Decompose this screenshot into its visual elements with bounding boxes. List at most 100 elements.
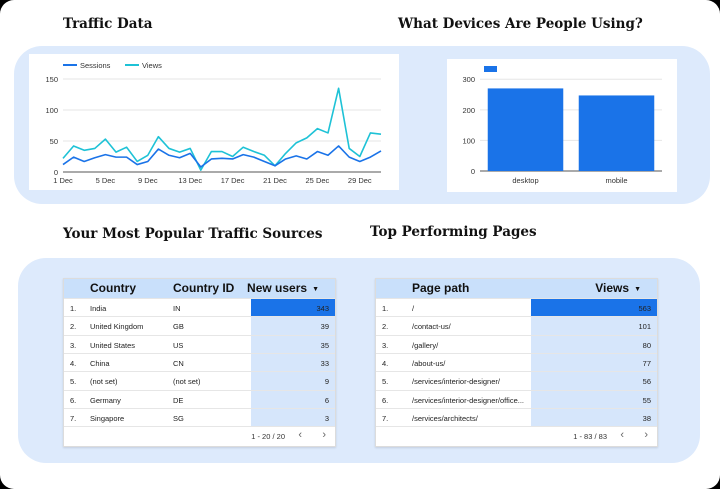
value-bar-cell	[531, 372, 657, 391]
value-cell: 343	[316, 304, 329, 313]
row-number: 2.	[70, 322, 77, 332]
table-row[interactable]: 2. United Kingdom GB 39	[64, 316, 335, 336]
y-tick-label: 100	[45, 106, 58, 115]
charts-panel: 0 50 100 150 1 Dec 5 Dec 9 Dec 13 Dec 17 Dec 21 D…	[14, 46, 710, 204]
country-id-cell: DE	[173, 395, 184, 405]
bar-mobile	[578, 95, 655, 171]
col-header-country-id[interactable]: Country ID	[173, 281, 235, 295]
country-id-cell: (not set)	[173, 377, 201, 387]
legend-label: Views	[142, 61, 162, 70]
value-bar-cell	[531, 299, 657, 317]
table-row[interactable]: 6. Germany DE 6	[64, 389, 335, 409]
value-cell: 6	[324, 395, 329, 405]
legend-swatch	[484, 66, 497, 72]
country-cell: (not set)	[90, 377, 118, 387]
col-header-new-users[interactable]: New users ▼	[247, 281, 319, 295]
bar-chart-svg: 0 100 200 300 desktop mobile	[462, 66, 662, 185]
col-header-views[interactable]: Views ▼	[595, 281, 641, 295]
chevron-left-icon[interactable]: ‹	[298, 429, 302, 441]
tables-panel: Country Country ID New users ▼ 1. India IN 3…	[18, 258, 700, 463]
table-header: Page path Views ▼	[376, 279, 657, 298]
table-row[interactable]: 4. /about-us/77	[376, 352, 657, 372]
bar-desktop	[487, 88, 564, 171]
value-bar-cell	[251, 372, 335, 391]
page-path-cell: /services/interior-designer/	[412, 377, 500, 387]
series-line-sessions	[62, 145, 382, 168]
devices-bar-chart: 0 100 200 300 desktop mobile	[447, 59, 677, 192]
table-row[interactable]: 6. /services/interior-designer/office... 5…	[376, 389, 657, 409]
page-path-cell: /about-us/	[412, 358, 446, 368]
row-number: 4.	[70, 358, 77, 368]
traffic-data-title: Traffic Data	[63, 16, 153, 32]
x-tick-label: mobile	[605, 176, 627, 185]
country-cell: India	[90, 304, 107, 313]
value-bar-cell	[531, 335, 657, 354]
pagination-range: 1 - 20 / 20	[251, 432, 285, 441]
table-row[interactable]: 5. /services/interior-designer/56	[376, 371, 657, 391]
value-cell: 35	[320, 340, 329, 350]
value-bar-cell	[251, 353, 335, 372]
x-tick-label: 9 Dec	[138, 176, 158, 185]
col-header-page-path[interactable]: Page path	[412, 281, 470, 295]
value-cell: 56	[642, 377, 651, 387]
table-row[interactable]: 2. /contact-us/101	[376, 316, 657, 336]
row-number: 7.	[70, 413, 77, 423]
country-cell: Singapore	[90, 413, 125, 423]
row-number: 3.	[70, 340, 77, 350]
y-tick-label: 150	[45, 75, 58, 84]
row-number: 3.	[382, 340, 389, 350]
table-row[interactable]: 1. / 563	[376, 298, 657, 317]
table-row[interactable]: 3. /gallery/80	[376, 334, 657, 354]
row-number: 5.	[382, 377, 389, 387]
x-tick-label: desktop	[512, 176, 538, 185]
table-row[interactable]: 3. United States US 35	[64, 334, 335, 354]
row-number: 4.	[382, 358, 389, 368]
x-tick-label: 5 Dec	[96, 176, 116, 185]
x-tick-label: 25 Dec	[306, 176, 330, 185]
value-cell: 33	[320, 358, 329, 368]
value-cell: 55	[642, 395, 651, 405]
country-cell: China	[90, 358, 110, 368]
value-cell: 39	[320, 322, 329, 332]
country-cell: Germany	[90, 395, 121, 405]
chevron-right-icon[interactable]: ›	[322, 429, 326, 441]
value-bar-cell	[531, 408, 657, 427]
country-id-cell: GB	[173, 322, 184, 332]
value-bar-cell	[531, 390, 657, 409]
chevron-left-icon[interactable]: ‹	[620, 429, 624, 441]
y-tick-label: 200	[462, 106, 475, 115]
x-tick-label: 1 Dec	[53, 176, 73, 185]
table-row[interactable]: 4. China CN 33	[64, 352, 335, 372]
table-row[interactable]: 5. (not set) (not set) 9	[64, 371, 335, 391]
chevron-right-icon[interactable]: ›	[644, 429, 648, 441]
sort-desc-icon: ▼	[634, 286, 641, 293]
value-cell: 9	[324, 377, 329, 387]
x-tick-label: 13 Dec	[178, 176, 202, 185]
value-cell: 77	[642, 358, 651, 368]
top-pages-table: Page path Views ▼ 1. / 563 2. /contact-us/101…	[375, 278, 658, 447]
table-pagination: 1 - 20 / 20 ‹ ›	[64, 426, 335, 446]
row-number: 6.	[70, 395, 77, 405]
table-row[interactable]: 7. Singapore SG 3	[64, 407, 335, 427]
table-row[interactable]: 1. India IN 343	[64, 298, 335, 317]
y-tick-label: 0	[54, 168, 58, 177]
value-bar-cell	[531, 353, 657, 372]
traffic-sources-title: Your Most Popular Traffic Sources	[63, 226, 323, 242]
value-bar-cell	[251, 317, 335, 336]
page-path-cell: /gallery/	[412, 340, 439, 350]
value-bar-cell	[251, 390, 335, 409]
legend-label: Sessions	[80, 61, 111, 70]
y-tick-label: 100	[462, 136, 475, 145]
table-pagination: 1 - 83 / 83 ‹ ›	[376, 426, 657, 446]
value-cell: 563	[638, 304, 651, 313]
pagination-range: 1 - 83 / 83	[573, 432, 607, 441]
row-number: 7.	[382, 413, 389, 423]
value-bar-cell	[251, 299, 335, 317]
col-header-country[interactable]: Country	[90, 281, 136, 295]
value-bar-cell	[531, 317, 657, 336]
table-row[interactable]: 7. /services/architects/38	[376, 407, 657, 427]
line-chart-svg: 0 50 100 150 1 Dec 5 Dec 9 Dec 13 Dec 17 Dec 21 D…	[45, 61, 382, 185]
y-tick-label: 50	[50, 137, 58, 146]
top-pages-title: Top Performing Pages	[370, 224, 537, 240]
